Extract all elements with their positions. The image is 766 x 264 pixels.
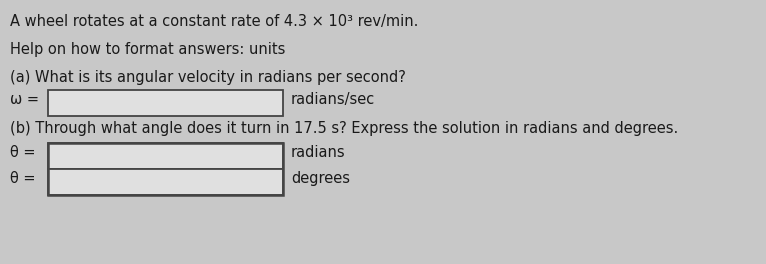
Text: radians/sec: radians/sec — [291, 92, 375, 107]
Text: (b) Through what angle does it turn in 17.5 s? Express the solution in radians a: (b) Through what angle does it turn in 1… — [10, 121, 678, 136]
Text: θ =: θ = — [10, 145, 35, 160]
FancyBboxPatch shape — [48, 90, 283, 116]
Text: (a) What is its angular velocity in radians per second?: (a) What is its angular velocity in radi… — [10, 70, 406, 85]
FancyBboxPatch shape — [48, 169, 283, 195]
Text: radians: radians — [291, 145, 345, 160]
Text: ω =: ω = — [10, 92, 39, 107]
Text: A wheel rotates at a constant rate of 4.3 × 10³ rev/min.: A wheel rotates at a constant rate of 4.… — [10, 14, 418, 29]
Text: θ =: θ = — [10, 171, 35, 186]
Text: degrees: degrees — [291, 171, 350, 186]
Text: Help on how to format answers: units: Help on how to format answers: units — [10, 42, 286, 57]
FancyBboxPatch shape — [48, 143, 283, 169]
